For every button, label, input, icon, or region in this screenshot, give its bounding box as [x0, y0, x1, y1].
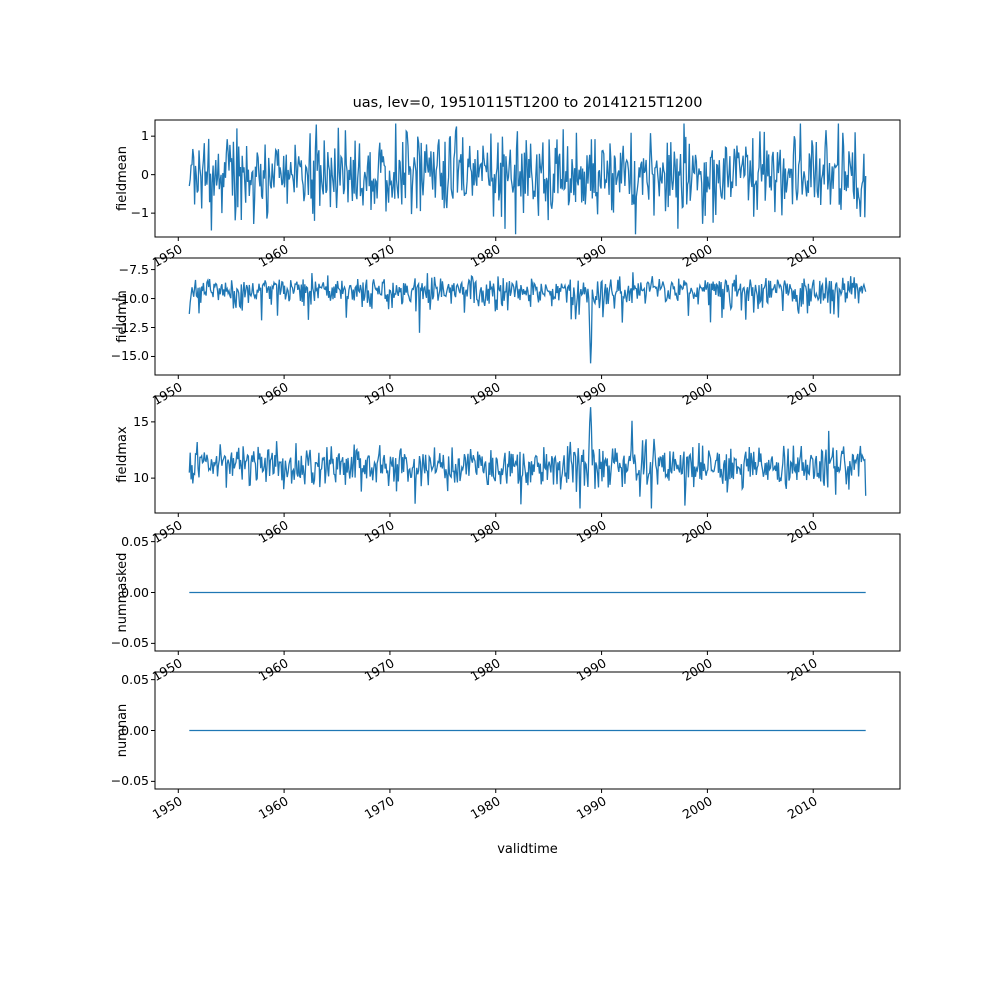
y-tick-label: 0.00 [121, 722, 149, 738]
figure-title: uas, lev=0, 19510115T1200 to 20141215T12… [352, 95, 703, 111]
y-tick-label: −15.0 [110, 348, 149, 364]
y-tick-label: 10 [133, 470, 149, 486]
subplot-fieldmin: −7.5 −10.0 −12.5 −15.0 1950 1960 1970 1980 1990 2… [0, 257, 1000, 408]
y-tick-label: 0.05 [121, 671, 149, 687]
data-line-fieldmax [188, 407, 867, 509]
y-tick-label: −10.0 [110, 290, 149, 306]
plot-frame-fieldmean [151, 119, 901, 241]
x-axis-label: validtime [497, 842, 558, 857]
y-axis-label-numnan: numnan [115, 703, 130, 757]
subplot-fieldmax: 15 10 1950 1960 1970 1980 1990 2000 2010 fieldmax [0, 395, 1000, 546]
plot-frame-nummasked [151, 533, 901, 655]
y-tick-label: −0.05 [110, 635, 149, 651]
y-tick-label: −12.5 [110, 319, 149, 335]
y-axis-label-fieldmax: fieldmax [115, 425, 130, 483]
subplot-nummasked: 0.05 0.00 −0.05 1950 1960 1970 1980 1990 2000 201… [0, 533, 1000, 684]
y-tick-label: 0.05 [121, 533, 149, 549]
subplot-numnan: 0.05 0.00 −0.05 1950 1960 1970 1980 1990 2000 201… [0, 671, 1000, 822]
plot-frame-fieldmin [151, 257, 901, 379]
subplot-fieldmean: 1 0 −1 1950 1960 1970 1980 1990 2000 2010 fieldmea… [0, 119, 1000, 270]
y-axis-label-nummasked: nummasked [115, 552, 130, 632]
y-axis-label-fieldmin: fieldmin [115, 289, 130, 343]
axes-spines [154, 257, 901, 376]
axes-spines [154, 671, 901, 790]
y-tick-label: 1 [141, 128, 149, 144]
data-line-fieldmean [188, 123, 867, 235]
y-tick-label: 0.00 [121, 584, 149, 600]
axes-spines [154, 533, 901, 652]
axes-spines [154, 395, 901, 514]
y-tick-label: −1 [130, 205, 149, 221]
y-tick-label: −7.5 [118, 261, 149, 277]
plot-frame-fieldmax [151, 395, 901, 517]
plot-frame-numnan [151, 671, 901, 793]
y-tick-label: −0.05 [110, 773, 149, 789]
y-tick-label: 0 [141, 166, 149, 182]
y-tick-label: 15 [133, 413, 149, 429]
axes-spines [154, 119, 901, 238]
data-line-fieldmin [188, 272, 867, 364]
y-axis-label-fieldmean: fieldmean [115, 145, 130, 211]
